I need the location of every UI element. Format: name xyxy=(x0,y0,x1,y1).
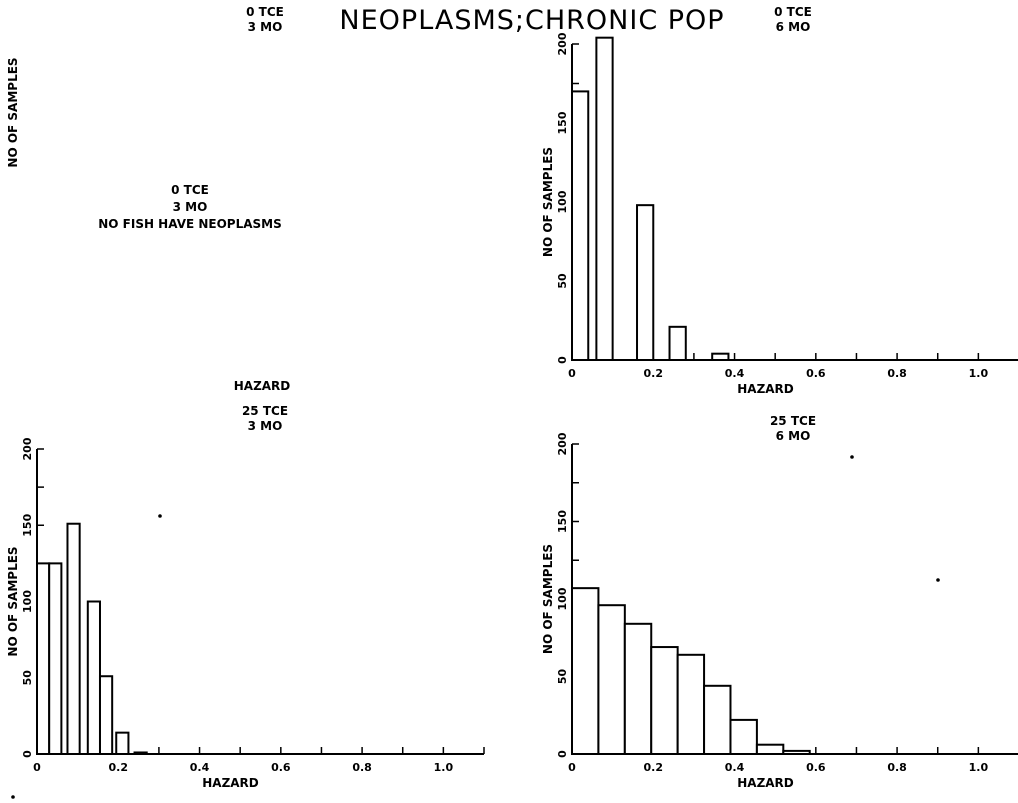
y-axis-label: NO OF SAMPLES xyxy=(6,57,20,167)
histogram-bar xyxy=(597,604,626,756)
histogram-bar xyxy=(711,352,730,361)
histogram-bar xyxy=(571,90,590,362)
y-tick-label: 0 xyxy=(21,750,34,758)
y-axis-label: NO OF SAMPLES xyxy=(541,147,555,257)
x-tick-label: 0.2 xyxy=(644,761,664,774)
chart-title: NEOPLASMS;CHRONIC POP xyxy=(339,5,724,36)
histogram-bar xyxy=(729,718,758,756)
y-axis-label: NO OF SAMPLES xyxy=(541,544,555,654)
y-tick-label: 0 xyxy=(556,356,569,364)
x-tick-label: 0.2 xyxy=(644,367,664,380)
x-tick-label: 1.0 xyxy=(434,761,454,774)
y-tick-label: 50 xyxy=(556,669,569,685)
x-tick-label: 0.4 xyxy=(725,367,745,380)
scan-speck xyxy=(850,455,854,459)
x-tick-label: 0.6 xyxy=(271,761,291,774)
y-tick-label: 50 xyxy=(556,273,569,289)
x-tick-label: 0.8 xyxy=(352,761,372,774)
histogram-bar xyxy=(115,731,130,756)
y-tick-label: 100 xyxy=(556,587,569,610)
histogram-bar xyxy=(133,751,148,755)
x-axis-label: HAZARD xyxy=(202,776,259,790)
x-tick-label: 0.6 xyxy=(806,761,826,774)
histogram-bar xyxy=(676,653,706,755)
y-tick-label: 200 xyxy=(556,432,569,455)
y-axis-label: NO OF SAMPLES xyxy=(6,546,20,656)
x-axis-label: HAZARD xyxy=(234,379,291,393)
x-tick-label: 0 xyxy=(568,761,576,774)
x-tick-label: 0 xyxy=(33,761,41,774)
panel-header-line: 0 TCE xyxy=(774,5,812,19)
histogram-bar xyxy=(623,622,653,755)
histogram-bar xyxy=(86,600,101,755)
histogram-bar xyxy=(782,749,811,756)
x-tick-label: 0.8 xyxy=(887,367,907,380)
histogram-bar xyxy=(668,325,687,362)
histogram-bar xyxy=(98,675,114,755)
x-tick-label: 0.6 xyxy=(806,367,826,380)
y-tick-label: 150 xyxy=(556,111,569,134)
panel-header-line: 25 TCE xyxy=(242,404,288,418)
x-tick-label: 0 xyxy=(568,367,576,380)
y-tick-label: 100 xyxy=(556,190,569,213)
y-tick-label: 150 xyxy=(21,513,34,536)
y-tick-label: 50 xyxy=(21,670,34,686)
x-tick-label: 0.8 xyxy=(887,761,907,774)
x-axis-label: HAZARD xyxy=(737,776,794,790)
panel-header-line: 25 TCE xyxy=(770,414,816,428)
x-tick-label: 1.0 xyxy=(969,761,989,774)
histogram-bar xyxy=(755,743,785,756)
x-tick-label: 0.4 xyxy=(190,761,210,774)
histogram-bar xyxy=(36,562,51,755)
panel-note-line: 0 TCE xyxy=(171,183,209,197)
scan-speck xyxy=(11,795,15,799)
panel-header-line: 3 MO xyxy=(248,419,283,433)
panel-header-line: 6 MO xyxy=(776,429,811,443)
y-tick-label: 150 xyxy=(556,510,569,533)
panel-note-line: NO FISH HAVE NEOPLASMS xyxy=(98,217,282,231)
y-tick-label: 0 xyxy=(556,750,569,758)
x-tick-label: 0.2 xyxy=(109,761,129,774)
x-tick-label: 1.0 xyxy=(969,367,989,380)
y-tick-label: 200 xyxy=(556,32,569,55)
y-tick-label: 100 xyxy=(21,590,34,613)
histogram-bar xyxy=(571,587,600,756)
scan-speck xyxy=(936,578,940,582)
y-tick-label: 200 xyxy=(21,437,34,460)
histogram-bar xyxy=(595,36,614,362)
histogram-bar xyxy=(636,204,655,361)
panel-note-line: 3 MO xyxy=(173,200,208,214)
x-tick-label: 0.4 xyxy=(725,761,745,774)
histogram-bar xyxy=(650,646,679,755)
panel-header-line: 0 TCE xyxy=(246,5,284,19)
histogram-bar xyxy=(66,522,81,755)
panel-header-line: 3 MO xyxy=(248,20,283,34)
scan-speck xyxy=(158,514,162,518)
x-axis-label: HAZARD xyxy=(737,382,794,396)
histogram-bar xyxy=(703,684,732,755)
panel-header-line: 6 MO xyxy=(776,20,811,34)
histogram-bar xyxy=(48,562,63,755)
